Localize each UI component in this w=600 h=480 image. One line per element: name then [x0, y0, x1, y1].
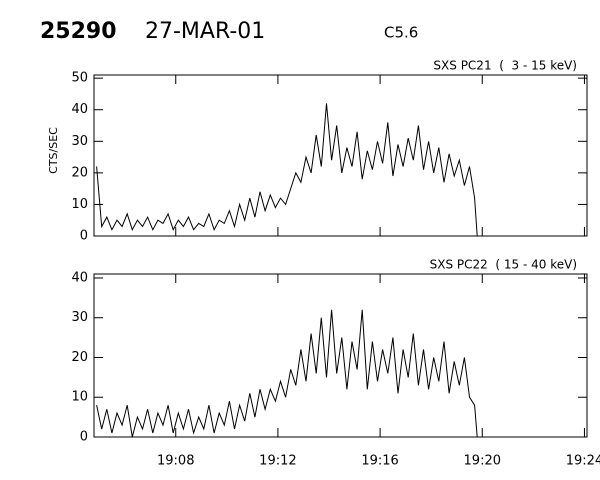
x-tick-label: 19:20 [464, 454, 501, 469]
y-tick-label: 40 [71, 102, 88, 117]
y-tick-label: 0 [80, 430, 88, 445]
y-tick-label: 10 [71, 390, 88, 405]
observation-id: 25290 [40, 19, 117, 44]
data-line [96, 309, 478, 438]
panel-title: SXS PC21 ( 3 - 15 keV) [433, 59, 577, 73]
y-tick-label: 40 [71, 270, 88, 285]
y-tick-label: 50 [71, 71, 88, 86]
plot-frame [93, 74, 588, 237]
y-tick-label: 20 [71, 350, 88, 365]
y-tick-label: 20 [71, 165, 88, 180]
y-tick-label: 0 [80, 229, 88, 244]
x-tick-label: 19:12 [259, 454, 296, 469]
x-tick-label: 19:16 [361, 454, 398, 469]
x-tick-label: 19:08 [157, 454, 194, 469]
y-axis-label: CTS/SEC [47, 127, 60, 174]
panel-title: SXS PC22 ( 15 - 40 keV) [430, 258, 577, 272]
y-tick-label: 30 [71, 310, 88, 325]
y-tick-label: 30 [71, 134, 88, 149]
flare-class: C5.6 [384, 24, 418, 42]
x-tick-label: 19:24 [566, 454, 600, 469]
date: 27-MAR-01 [145, 19, 265, 44]
y-tick-label: 10 [71, 197, 88, 212]
data-line [96, 103, 478, 237]
plot-frame [93, 273, 588, 438]
